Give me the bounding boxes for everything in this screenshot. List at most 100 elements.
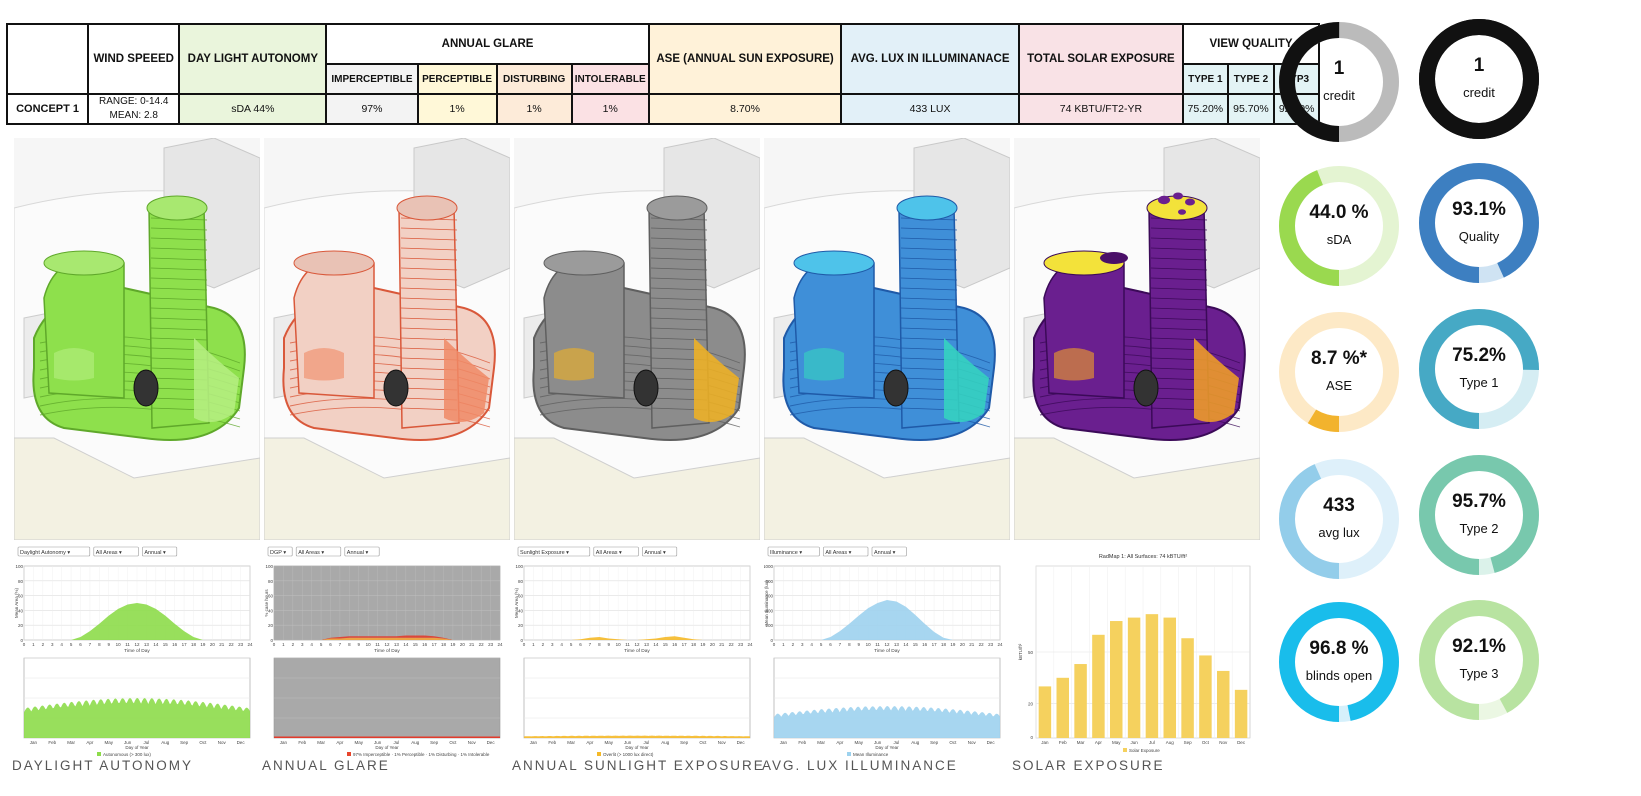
tower-floor-line <box>650 257 708 261</box>
analysis-highlight <box>944 338 989 422</box>
month-tick-label: Jan <box>1041 740 1049 745</box>
chart-dropdown-label: All Areas ▾ <box>298 550 324 556</box>
x-tick-label: 2 <box>542 642 545 647</box>
panel-solar-exposure: RadMap 1: All Surfaces: 74 kBTU/ft² 50 20 0… <box>1012 138 1260 778</box>
bar-dec <box>1234 689 1248 738</box>
month-tick-label: Jan <box>530 740 538 745</box>
y-tick-label: 60 <box>268 594 274 599</box>
x-tick-label: 14 <box>153 642 159 647</box>
y-tick-label: 20 <box>268 623 274 628</box>
chart-dropdown-label: Sunlight Exposure ▾ <box>520 550 569 556</box>
x-tick-label: 6 <box>79 642 82 647</box>
x-tick-label: 19 <box>700 642 706 647</box>
view-sub-type2: TYPE 2 <box>1226 63 1276 95</box>
x-tick-label: 4 <box>810 642 813 647</box>
left-tower-roof <box>43 250 125 276</box>
x-tick-label: 3 <box>301 642 304 647</box>
x-tick-label: 11 <box>875 642 880 647</box>
x-tick-label: 12 <box>134 642 140 647</box>
month-tick-label: Mar <box>567 740 575 745</box>
ring-value: 8.7 %* <box>1311 348 1367 369</box>
x-tick-label: 10 <box>366 642 372 647</box>
bar-mar <box>1074 664 1087 738</box>
x-tick-label: 8 <box>598 642 601 647</box>
x-tick-label: 16 <box>922 642 928 647</box>
x-tick-label: 10 <box>616 642 622 647</box>
ring-value: 96.8 % <box>1309 638 1369 659</box>
x-tick-label: 11 <box>625 642 630 647</box>
tower-floor-line <box>400 287 458 291</box>
panel-daylight-autonomy: Daylight Autonomy ▾ All Areas ▾ Annual ▾ 0 2… <box>12 138 260 778</box>
x-tick-label: 8 <box>98 642 101 647</box>
tower-floor-line <box>400 267 458 271</box>
month-tick-label: Jun <box>624 740 632 745</box>
x-tick-label: 13 <box>644 642 650 647</box>
chart-dropdown-label: Annual ▾ <box>874 550 896 556</box>
month-tick-label: Apr <box>336 740 344 745</box>
y-tick-label: 0 <box>1030 735 1033 740</box>
header-lux: AVG. LUX IN ILLUMINANACE <box>840 23 1020 95</box>
month-tick-label: Sep <box>430 740 439 745</box>
y-tick-label: 1000 <box>764 564 773 569</box>
ring-label: ASE <box>1325 378 1352 393</box>
month-tick-label: Mar <box>67 740 75 745</box>
y-tick-label: 80 <box>18 579 24 584</box>
x-tick-label: 6 <box>829 642 832 647</box>
header-solar: TOTAL SOLAR EXPOSURE <box>1017 23 1185 95</box>
x-axis-label: Time of Day <box>874 648 900 654</box>
left-tower-roof <box>543 250 625 276</box>
tower-floor-line <box>1150 237 1208 241</box>
ring-blinds-open: 96.8 % blinds open <box>1275 598 1403 726</box>
y-tick-label: 400 <box>765 608 773 613</box>
analysis-highlight <box>304 348 344 381</box>
x-tick-label: 22 <box>479 642 485 647</box>
bar-feb <box>1056 677 1069 738</box>
ring-type2: 95.7% Type 2 <box>1415 451 1543 579</box>
x-tick-label: 6 <box>579 642 582 647</box>
chart-dropdown-2 <box>871 546 907 557</box>
x-tick-label: 13 <box>394 642 400 647</box>
y-tick-label: 20 <box>518 623 524 628</box>
month-tick-label: May <box>104 740 113 745</box>
glare-disturbing-value: 1% <box>495 93 573 125</box>
legend-swatch <box>597 752 601 756</box>
legend-label: 97% Imperceptible · 1% Perceptible · 1% … <box>353 752 490 757</box>
tower-floor-line <box>1150 327 1208 331</box>
y-axis-label: Mean Illuminance (lux) <box>764 580 769 626</box>
x-tick-label: 21 <box>969 642 975 647</box>
panel-title-daylight: DAYLIGHT AUTONOMY <box>12 758 194 773</box>
x-tick-label: 15 <box>663 642 669 647</box>
x-tick-label: 2 <box>42 642 45 647</box>
tower-floor-line <box>400 327 458 331</box>
series-area-disturbing <box>274 637 500 640</box>
tower-floor-line <box>650 337 708 341</box>
chart-dropdown-label: DGP ▾ <box>270 550 286 556</box>
tower-floor-line <box>650 227 708 231</box>
x-tick-label: 4 <box>310 642 313 647</box>
x-tick-label: 5 <box>820 642 823 647</box>
x-tick-label: 18 <box>441 642 447 647</box>
month-tick-label: Jan <box>780 740 788 745</box>
month-tick-label: Oct <box>699 740 707 745</box>
analysis-highlight <box>804 348 844 381</box>
ring-progress-arc <box>1279 166 1399 286</box>
x-tick-label: 2 <box>292 642 295 647</box>
month-tick-label: Dec <box>737 740 746 745</box>
x-tick-label: 14 <box>403 642 409 647</box>
building-render-sunlight <box>514 138 760 540</box>
roof-opening <box>1185 198 1195 206</box>
wind-range: RANGE: 0-14.4 <box>98 96 169 107</box>
x-tick-label: 13 <box>894 642 900 647</box>
chart-dropdown-2 <box>344 546 380 557</box>
y-axis-label: Mean Area (%) <box>14 587 19 618</box>
month-tick-label: Sep <box>1184 740 1193 745</box>
site-road <box>764 437 1010 540</box>
legend-swatch <box>1123 748 1127 752</box>
x-tick-label: 19 <box>200 642 206 647</box>
x-tick-label: 16 <box>422 642 428 647</box>
y-tick-label: 80 <box>268 579 274 584</box>
chart-dropdown-2 <box>642 546 678 557</box>
x-tick-label: 14 <box>653 642 659 647</box>
ring-progress-arc <box>1279 602 1399 722</box>
ring-progress-arc <box>1419 163 1539 283</box>
